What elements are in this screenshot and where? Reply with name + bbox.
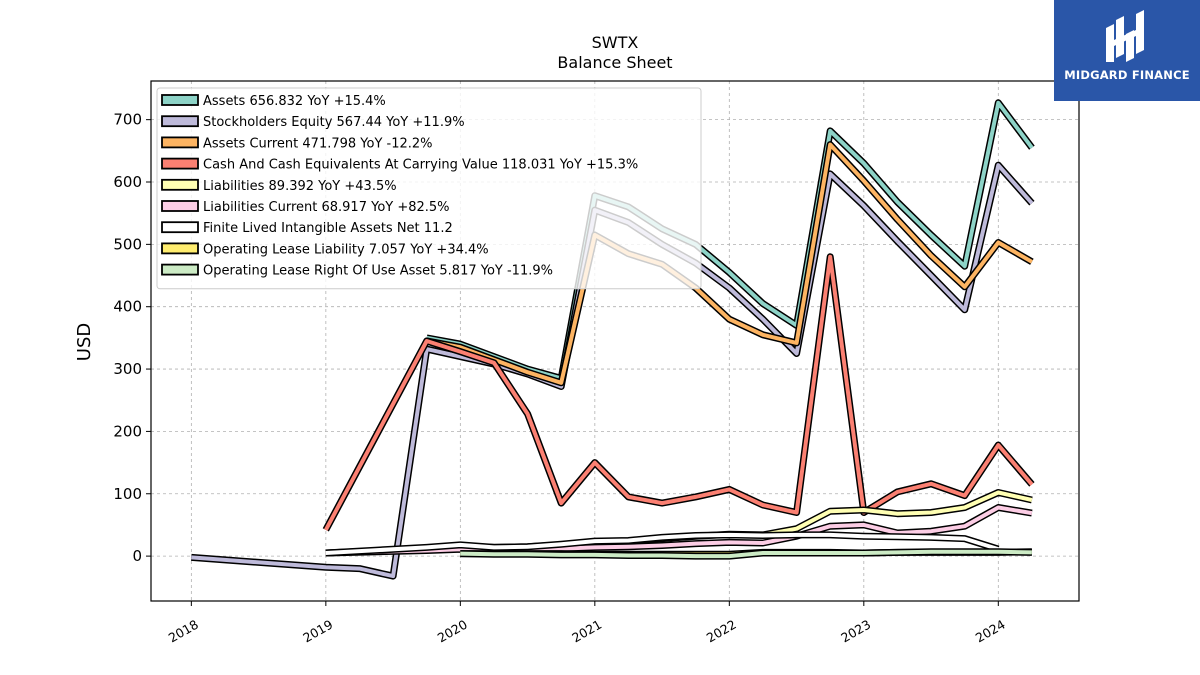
y-tick-label: 400 [113, 298, 142, 316]
legend-swatch [161, 263, 199, 276]
y-tick-label: 600 [113, 173, 142, 191]
legend-label: Assets 656.832 YoY +15.4% [203, 94, 386, 109]
series-line [325, 532, 999, 555]
legend-swatch [161, 94, 199, 106]
series-line [460, 549, 1032, 559]
y-tick-label: 700 [113, 111, 142, 129]
y-axis-label: USD [74, 323, 95, 361]
brand-name: MIDGARD FINANCE [1064, 68, 1190, 82]
legend-swatch [161, 157, 199, 170]
legend: Assets 656.832 YoY +15.4% Stockholders Eq… [156, 87, 702, 290]
x-axis: 2018 2019 2020 2021 2022 2023 2024 [166, 601, 1008, 646]
chart-subtitle: Balance Sheet [557, 53, 672, 72]
y-tick-label: 200 [113, 422, 142, 440]
x-tick-label: 2024 [973, 617, 1008, 646]
legend-swatch [161, 221, 199, 234]
y-axis: 0 100 200 300 400 500 600 700 [113, 111, 151, 565]
x-tick-label: 2021 [569, 617, 604, 646]
legend-label: Stockholders Equity 567.44 YoY +11.9% [203, 115, 465, 130]
x-tick-label: 2018 [166, 617, 201, 646]
x-tick-label: 2022 [704, 617, 739, 646]
series-line [426, 142, 1033, 385]
legend-swatch [161, 115, 199, 128]
legend-swatch [161, 178, 199, 191]
legend-label: Finite Lived Intangible Assets Net 11.2 [203, 221, 453, 236]
legend-box [156, 87, 702, 290]
x-tick-label: 2023 [838, 617, 873, 646]
legend-label: Operating Lease Right Of Use Asset 5.817… [203, 264, 553, 279]
legend-swatch [161, 136, 199, 149]
midgard-logo-icon [1106, 10, 1144, 62]
y-tick-label: 100 [113, 485, 142, 503]
legend-label: Liabilities 89.392 YoY +43.5% [203, 179, 397, 194]
chart-title: SWTX [592, 33, 639, 52]
y-tick-label: 0 [132, 547, 142, 565]
legend-label: Liabilities Current 68.917 YoY +82.5% [203, 200, 450, 215]
series-outline [322, 253, 1035, 532]
x-tick-label: 2020 [435, 617, 470, 646]
y-tick-label: 500 [113, 235, 142, 253]
legend-label: Operating Lease Liability 7.057 YoY +34.… [203, 242, 489, 257]
brand-logo: MIDGARD FINANCE [1054, 0, 1200, 101]
legend-swatch [161, 200, 199, 212]
legend-swatch [161, 242, 199, 255]
x-tick-label: 2019 [300, 617, 335, 646]
legend-label: Assets Current 471.798 YoY -12.2% [203, 136, 433, 151]
plot-frame [150, 80, 1080, 602]
legend-label: Cash And Cash Equivalents At Carrying Va… [203, 158, 638, 173]
y-tick-label: 300 [113, 360, 142, 378]
series-lines [191, 99, 1035, 580]
series-line [324, 254, 1034, 531]
